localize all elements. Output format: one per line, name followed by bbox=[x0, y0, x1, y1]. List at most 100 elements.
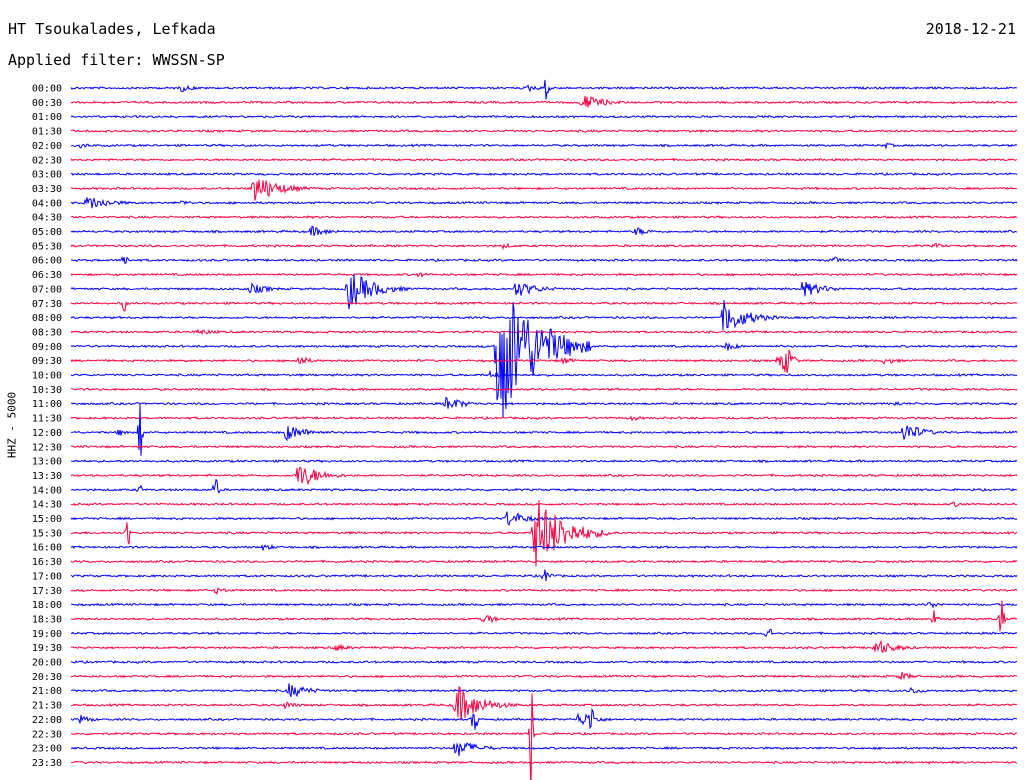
trace-row-1000 bbox=[70, 369, 1018, 378]
trace-row-0430 bbox=[70, 215, 1018, 220]
trace-row-1830 bbox=[70, 600, 1018, 632]
row-time-label: 17:00 bbox=[32, 571, 62, 582]
row-time-label: 23:00 bbox=[32, 744, 62, 755]
row-time-label: 21:30 bbox=[32, 701, 62, 712]
trace-row-0000 bbox=[70, 79, 1018, 100]
trace-row-0700 bbox=[70, 273, 1018, 310]
trace-row-1600 bbox=[70, 543, 1018, 551]
trace-row-0030 bbox=[70, 95, 1018, 108]
row-time-label: 12:30 bbox=[32, 442, 62, 453]
trace-row-0530 bbox=[70, 242, 1018, 251]
trace-row-2030 bbox=[70, 671, 1018, 681]
trace-row-0400 bbox=[70, 197, 1018, 209]
row-time-label: 15:30 bbox=[32, 528, 62, 539]
trace-row-1630 bbox=[70, 559, 1018, 564]
trace-row-0630 bbox=[70, 272, 1018, 279]
row-time-label: 14:00 bbox=[32, 485, 62, 496]
trace-row-2200 bbox=[70, 707, 1018, 730]
row-time-label: 19:30 bbox=[32, 643, 62, 654]
row-time-label: 00:00 bbox=[32, 84, 62, 95]
row-time-label: 01:00 bbox=[32, 112, 62, 123]
row-time-label: 08:30 bbox=[32, 327, 62, 338]
trace-row-0500 bbox=[70, 225, 1018, 237]
row-time-label: 09:00 bbox=[32, 342, 62, 353]
trace-row-1700 bbox=[70, 569, 1018, 582]
trace-row-2130 bbox=[70, 686, 1018, 721]
row-time-label: 11:30 bbox=[32, 414, 62, 425]
row-time-label: 16:30 bbox=[32, 557, 62, 568]
trace-row-0900 bbox=[70, 302, 1018, 418]
date-label: 2018-12-21 bbox=[925, 20, 1016, 38]
row-time-label: 02:00 bbox=[32, 141, 62, 152]
row-time-label: 20:30 bbox=[32, 672, 62, 683]
row-time-label: 06:30 bbox=[32, 270, 62, 281]
row-time-label: 15:00 bbox=[32, 514, 62, 525]
row-time-label: 21:00 bbox=[32, 686, 62, 697]
row-time-label: 13:00 bbox=[32, 457, 62, 468]
trace-row-1800 bbox=[70, 602, 1018, 609]
trace-row-1130 bbox=[70, 415, 1018, 422]
trace-row-0230 bbox=[70, 157, 1018, 162]
trace-row-1200 bbox=[70, 404, 1018, 456]
row-time-label: 05:00 bbox=[32, 227, 62, 238]
time-tick-labels: 00:00 00:30 01:00 01:30 02:00 02:30 03:00 03:30… bbox=[32, 84, 62, 769]
row-time-label: 02:30 bbox=[32, 155, 62, 166]
trace-row-2000 bbox=[70, 659, 1018, 665]
trace-row-2300 bbox=[70, 742, 1018, 756]
trace-row-1100 bbox=[70, 396, 1018, 409]
trace-row-1300 bbox=[70, 459, 1018, 464]
trace-row-0730 bbox=[70, 300, 1018, 312]
trace-row-0830 bbox=[70, 328, 1018, 336]
trace-row-1500 bbox=[70, 511, 1018, 526]
trace-row-2330 bbox=[70, 760, 1018, 765]
row-time-label: 13:30 bbox=[32, 471, 62, 482]
row-time-label: 08:00 bbox=[32, 313, 62, 324]
row-time-label: 05:30 bbox=[32, 241, 62, 252]
trace-row-1030 bbox=[70, 387, 1018, 392]
row-time-label: 07:00 bbox=[32, 284, 62, 295]
row-time-label: 04:30 bbox=[32, 213, 62, 224]
row-time-label: 03:30 bbox=[32, 184, 62, 195]
trace-row-1400 bbox=[71, 478, 1018, 494]
row-time-label: 22:00 bbox=[32, 715, 62, 726]
row-time-label: 16:00 bbox=[32, 543, 62, 554]
row-time-label: 01:30 bbox=[32, 127, 62, 138]
seismic-traces bbox=[70, 79, 1018, 780]
row-time-label: 11:00 bbox=[32, 399, 62, 410]
row-time-label: 10:00 bbox=[32, 371, 62, 382]
trace-row-0800 bbox=[70, 299, 1018, 330]
row-time-label: 10:30 bbox=[32, 385, 62, 396]
trace-row-1730 bbox=[70, 587, 1018, 596]
row-time-label: 07:30 bbox=[32, 299, 62, 310]
row-time-label: 23:30 bbox=[32, 758, 62, 769]
trace-row-0930 bbox=[70, 349, 1018, 374]
row-time-label: 18:00 bbox=[32, 600, 62, 611]
trace-row-0600 bbox=[70, 255, 1018, 265]
trace-row-1930 bbox=[70, 639, 1018, 653]
trace-row-2100 bbox=[70, 683, 1018, 698]
trace-row-0130 bbox=[70, 129, 1017, 134]
trace-row-1530 bbox=[70, 500, 1018, 567]
trace-row-1330 bbox=[70, 466, 1018, 486]
row-time-label: 12:00 bbox=[32, 428, 62, 439]
row-time-label: 09:30 bbox=[32, 356, 62, 367]
row-time-label: 20:00 bbox=[32, 658, 62, 669]
trace-row-1430 bbox=[70, 501, 1018, 508]
row-time-label: 03:00 bbox=[32, 170, 62, 181]
trace-row-1900 bbox=[70, 628, 1018, 637]
trace-row-0330 bbox=[70, 179, 1018, 201]
filter-label: Applied filter: WWSSN-SP bbox=[8, 51, 225, 69]
row-time-label: 17:30 bbox=[32, 586, 62, 597]
row-time-label: 19:00 bbox=[32, 629, 62, 640]
trace-row-0300 bbox=[70, 171, 1018, 177]
station-title: HT Tsoukalades, Lefkada bbox=[8, 20, 216, 38]
row-time-label: 18:30 bbox=[32, 614, 62, 625]
row-time-label: 14:30 bbox=[32, 500, 62, 511]
trace-row-0200 bbox=[70, 142, 1018, 150]
row-time-label: 04:00 bbox=[32, 198, 62, 209]
trace-row-2230 bbox=[71, 693, 1018, 780]
trace-row-0100 bbox=[70, 114, 1018, 119]
row-time-label: 00:30 bbox=[32, 98, 62, 109]
row-time-label: 22:30 bbox=[32, 729, 62, 740]
